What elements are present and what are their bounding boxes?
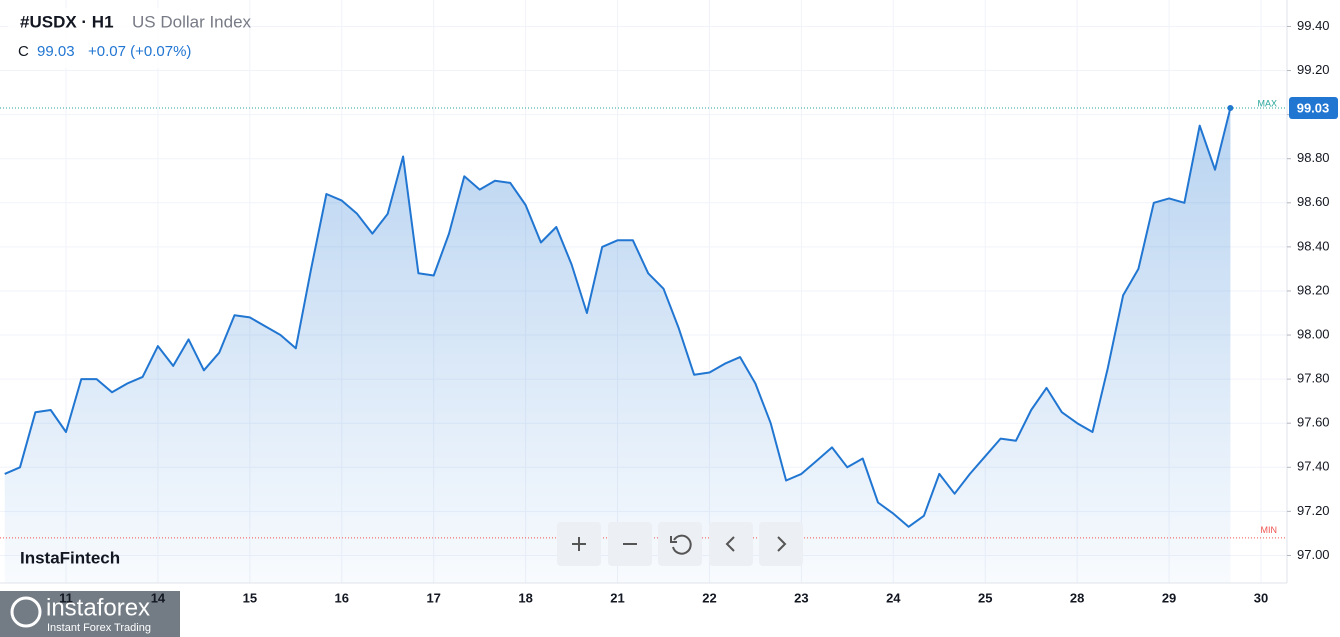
price-badge-label: 99.03 [1297, 100, 1330, 115]
x-tick-label: 22 [702, 590, 716, 605]
x-tick-label: 24 [886, 590, 901, 605]
x-tick-label: 30 [1254, 590, 1268, 605]
logo: instaforex Instant Forex Trading [0, 591, 180, 637]
y-tick-label: 99.20 [1297, 62, 1330, 77]
close-label: C [18, 43, 29, 60]
instrument-name: US Dollar Index [132, 12, 252, 31]
x-tick-label: 21 [610, 590, 624, 605]
change: +0.07 (+0.07%) [88, 43, 191, 60]
logo-tagline: Instant Forex Trading [47, 622, 151, 634]
x-tick-label: 15 [243, 590, 257, 605]
area-fill [4, 108, 1231, 583]
x-tick-label: 18 [518, 590, 532, 605]
reset-button[interactable] [658, 522, 702, 566]
zoom-in-button[interactable] [557, 522, 601, 566]
price-badge [1289, 97, 1338, 120]
x-tick-label: 17 [426, 590, 440, 605]
close-value: 99.03 [37, 43, 75, 60]
scroll-left-button[interactable] [709, 522, 753, 566]
y-tick-label: 97.60 [1297, 415, 1330, 430]
y-tick-label: 98.20 [1297, 282, 1330, 297]
logo-brand: instaforex [46, 594, 150, 621]
x-tick-label: 16 [335, 590, 349, 605]
x-tick-label: 14 [151, 590, 166, 605]
y-tick-label: 97.00 [1297, 547, 1330, 562]
y-tick-label: 99.40 [1297, 18, 1330, 33]
y-tick-label: 98.60 [1297, 194, 1330, 209]
y-tick-label: 97.40 [1297, 459, 1330, 474]
watermark: InstaFintech [20, 548, 120, 567]
min-label: MIN [1261, 525, 1278, 535]
y-tick-label: 97.80 [1297, 371, 1330, 386]
scroll-right-button[interactable] [759, 522, 803, 566]
x-tick-label: 28 [1070, 590, 1084, 605]
price-line [4, 107, 1232, 528]
x-tick-label: 25 [978, 590, 992, 605]
y-tick-label: 97.20 [1297, 503, 1330, 518]
logo-icon [10, 596, 42, 628]
y-tick-label: 98.00 [1297, 326, 1330, 341]
x-tick-label: 23 [794, 590, 808, 605]
legend-box [8, 8, 244, 68]
y-tick-label: 98.80 [1297, 150, 1330, 165]
zoom-out-button[interactable] [608, 522, 652, 566]
y-tick-label: 98.40 [1297, 238, 1330, 253]
x-tick-label: 11 [59, 590, 73, 605]
max-label: MAX [1257, 98, 1277, 108]
x-tick-label: 29 [1162, 590, 1176, 605]
symbol: #USDX · H1 [20, 12, 114, 31]
